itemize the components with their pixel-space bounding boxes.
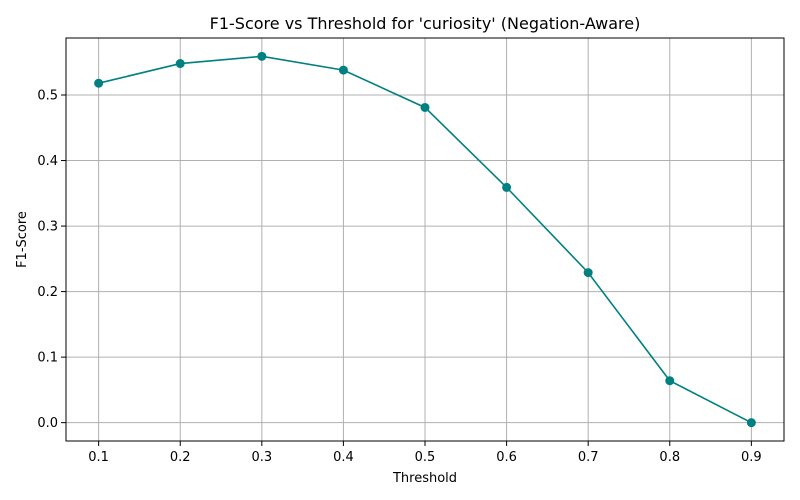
x-tick-label: 0.5 <box>415 450 436 465</box>
data-point <box>94 78 104 88</box>
x-tick-label: 0.8 <box>659 450 680 465</box>
data-point <box>583 268 593 278</box>
y-tick-label: 0.0 <box>37 416 58 431</box>
x-tick-label: 0.2 <box>170 450 191 465</box>
x-tick-label: 0.6 <box>496 450 517 465</box>
y-tick-label: 0.4 <box>37 154 58 169</box>
data-point <box>746 418 756 428</box>
y-tick-label: 0.1 <box>37 351 58 366</box>
data-point <box>420 102 430 112</box>
chart-title: F1-Score vs Threshold for 'curiosity' (N… <box>210 14 641 33</box>
y-tick-label: 0.5 <box>37 89 58 104</box>
x-tick-label: 0.1 <box>88 450 109 465</box>
y-tick-label: 0.3 <box>37 220 58 235</box>
x-tick-label: 0.7 <box>578 450 599 465</box>
x-tick-label: 0.3 <box>251 450 272 465</box>
grid-lines <box>66 38 784 441</box>
data-point <box>502 182 512 192</box>
x-tick-label: 0.4 <box>333 450 354 465</box>
y-tick-label: 0.2 <box>37 285 58 300</box>
plot-frame <box>65 37 785 442</box>
x-axis-label: Threshold <box>392 471 457 486</box>
data-point <box>257 51 267 61</box>
x-tick-label: 0.9 <box>741 450 762 465</box>
axis-ticks: 0.1 0.2 0.3 0.4 0.5 0.6 0.7 0.8 0.9 0.0 0.1 0.2 0.3 0… <box>37 89 761 465</box>
data-point <box>338 65 348 75</box>
series-markers <box>94 51 756 428</box>
data-point <box>175 59 185 69</box>
data-point <box>665 376 675 386</box>
y-axis-label: F1-Score <box>15 211 30 268</box>
